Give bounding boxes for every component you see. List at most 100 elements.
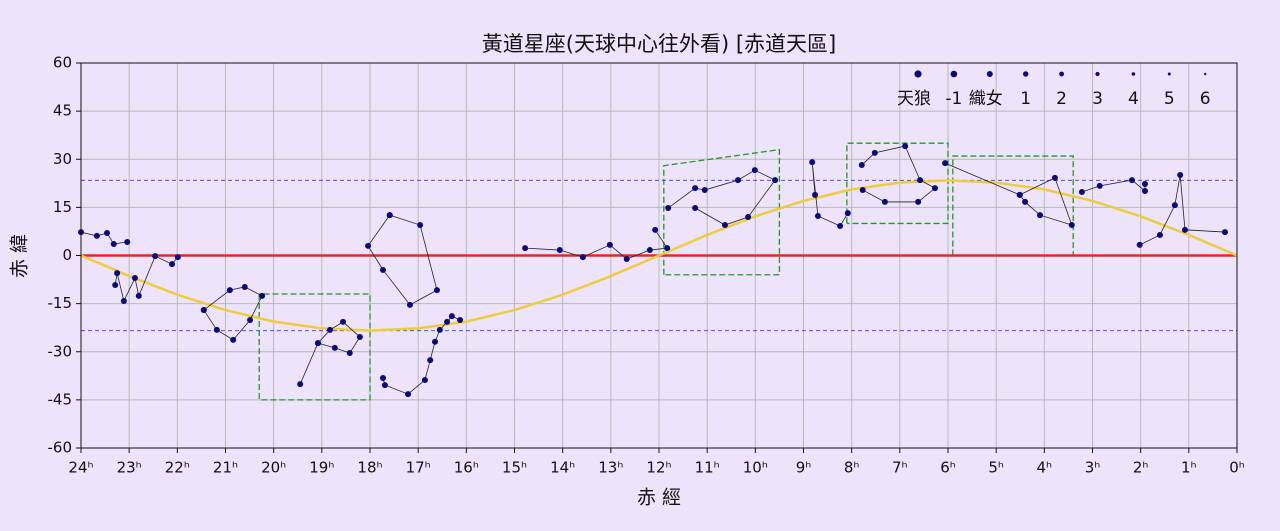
constellation-boundary — [258, 293, 371, 401]
star — [772, 177, 779, 184]
star — [844, 210, 851, 217]
constellation-line — [1139, 174, 1225, 246]
star — [646, 247, 653, 254]
legend-label: 天狼 — [897, 89, 931, 109]
x-tick-label: 7ʰ — [892, 459, 908, 477]
legend-label: -1 — [945, 89, 962, 109]
star — [448, 313, 455, 320]
star — [665, 205, 672, 212]
star — [1051, 174, 1058, 181]
star — [346, 350, 353, 357]
star — [417, 222, 424, 229]
star — [381, 382, 388, 389]
star — [386, 212, 393, 219]
star — [522, 245, 529, 252]
star — [406, 301, 413, 308]
x-tick-label: 3ʰ — [1085, 459, 1101, 477]
plot-frame — [80, 62, 1238, 449]
star — [606, 241, 613, 248]
legend-label: 3 — [1092, 89, 1103, 109]
x-tick-label: 2ʰ — [1133, 459, 1149, 477]
x-tick-label: 0ʰ — [1229, 459, 1245, 477]
star — [1022, 198, 1029, 205]
star — [405, 391, 412, 398]
x-tick-label: 13ʰ — [598, 459, 623, 477]
x-tick-label: 21ʰ — [213, 459, 238, 477]
star — [1096, 182, 1103, 189]
star — [1221, 229, 1228, 236]
star — [745, 214, 752, 220]
star — [104, 230, 111, 237]
x-tick-label: 12ʰ — [646, 459, 671, 477]
star — [931, 185, 938, 192]
star — [1177, 171, 1184, 178]
x-tick-label: 1ʰ — [1181, 459, 1197, 477]
y-tick-label: 0 — [62, 246, 72, 264]
star — [692, 185, 699, 192]
star — [340, 318, 347, 325]
star — [213, 326, 220, 333]
legend-marker — [1059, 71, 1064, 77]
star — [433, 287, 440, 294]
star — [701, 187, 708, 194]
star — [1142, 180, 1149, 187]
star — [135, 292, 142, 299]
star — [444, 318, 451, 325]
star — [721, 222, 728, 229]
star — [917, 177, 924, 184]
legend-marker — [1167, 72, 1171, 76]
star — [1078, 188, 1085, 195]
star — [114, 270, 121, 277]
star — [1036, 212, 1043, 219]
star — [331, 344, 338, 351]
star — [110, 240, 117, 247]
ecliptic — [80, 179, 1238, 332]
legend-label: 6 — [1200, 89, 1211, 109]
star — [1068, 222, 1075, 229]
star — [809, 159, 816, 166]
legend-marker — [1022, 71, 1029, 77]
legend-marker — [950, 70, 958, 78]
legend-marker — [1095, 71, 1100, 77]
legend-marker — [986, 71, 993, 77]
star — [623, 256, 630, 263]
star — [247, 316, 254, 323]
star — [241, 283, 248, 290]
x-tick-label: 23ʰ — [117, 459, 142, 477]
star — [457, 316, 464, 323]
legend-label: 1 — [1020, 89, 1031, 109]
x-tick-label: 10ʰ — [743, 459, 768, 477]
constellation-line — [861, 145, 936, 203]
x-tick-label: 18ʰ — [357, 459, 382, 477]
star — [297, 381, 304, 388]
star — [200, 307, 207, 314]
star — [152, 253, 159, 260]
star — [124, 239, 131, 246]
x-tick-label: 4ʰ — [1037, 459, 1053, 477]
y-tick-label: -45 — [48, 390, 73, 408]
y-tick-label: 30 — [53, 150, 72, 168]
star — [432, 338, 439, 345]
x-tick-label: 22ʰ — [165, 459, 190, 477]
star — [436, 326, 443, 333]
x-tick-label: 19ʰ — [309, 459, 334, 477]
x-tick-label: 17ʰ — [406, 459, 431, 477]
y-tick-label: 15 — [53, 198, 72, 216]
star — [859, 187, 866, 194]
star — [365, 242, 372, 249]
x-tick-label: 14ʰ — [550, 459, 575, 477]
x-tick-label: 8ʰ — [844, 459, 860, 477]
y-tick-label: -30 — [48, 342, 73, 360]
star — [421, 376, 428, 383]
star — [814, 213, 821, 220]
star — [664, 245, 671, 252]
legend-marker — [914, 70, 922, 78]
constellation-boundary — [952, 155, 1074, 257]
x-tick-label: 15ʰ — [502, 459, 527, 477]
star — [871, 149, 878, 156]
star — [915, 198, 922, 205]
x-tick-label: 11ʰ — [695, 459, 720, 477]
